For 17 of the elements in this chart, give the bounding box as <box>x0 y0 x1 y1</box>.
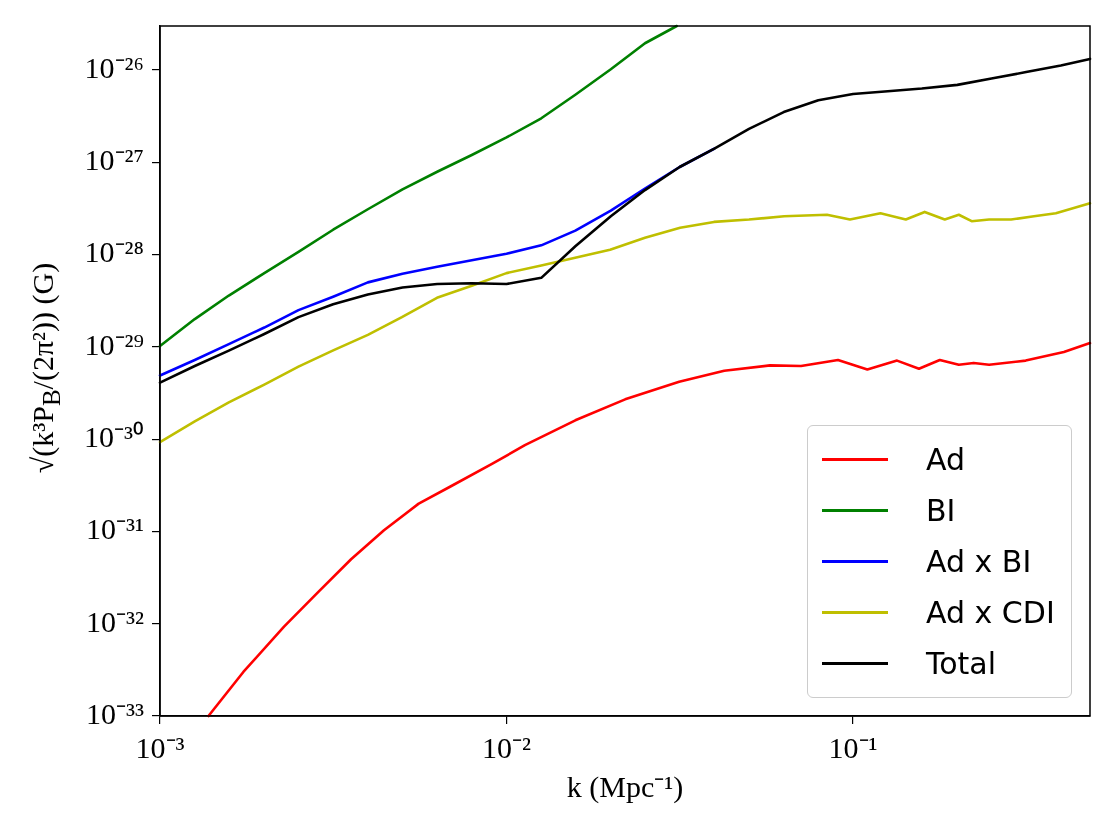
legend-label: Ad x BI <box>926 544 1032 579</box>
legend-label: Ad x CDI <box>926 595 1055 630</box>
x-axis-title: k (Mpc⁻¹) <box>566 768 684 805</box>
legend-label: Ad <box>926 442 966 477</box>
y-tick-label: 10⁻³² <box>86 604 144 638</box>
y-tick-label: 10⁻²⁸ <box>84 235 144 269</box>
y-tick-label: 10⁻²⁷ <box>84 143 144 177</box>
x-tick-label: 10⁻² <box>482 730 531 764</box>
legend-label: Total <box>926 646 997 681</box>
x-tick-label: 10⁻³ <box>135 730 185 764</box>
y-tick-label: 10⁻²⁹ <box>84 327 144 361</box>
y-tick-label: 10⁻²⁶ <box>84 50 144 84</box>
y-tick-label: 10⁻³⁰ <box>84 420 144 454</box>
y-tick-label: 10⁻³¹ <box>86 512 144 546</box>
x-tick-label: 10⁻¹ <box>828 730 878 764</box>
legend-label: BI <box>926 493 956 528</box>
y-tick-label: 10⁻³³ <box>86 696 144 730</box>
